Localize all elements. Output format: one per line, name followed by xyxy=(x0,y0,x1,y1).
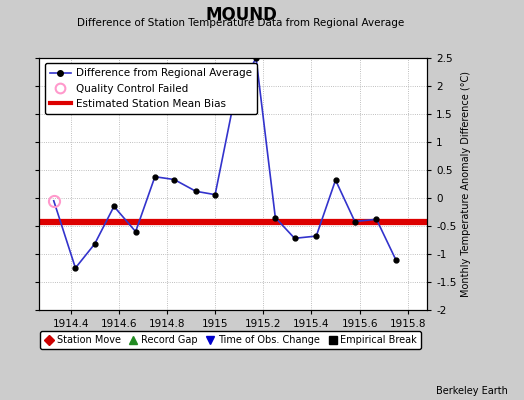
Text: Difference of Station Temperature Data from Regional Average: Difference of Station Temperature Data f… xyxy=(78,18,405,28)
Text: MOUND: MOUND xyxy=(205,6,277,24)
Legend: Station Move, Record Gap, Time of Obs. Change, Empirical Break: Station Move, Record Gap, Time of Obs. C… xyxy=(40,331,421,349)
Legend: Difference from Regional Average, Quality Control Failed, Estimated Station Mean: Difference from Regional Average, Qualit… xyxy=(45,63,257,114)
Y-axis label: Monthly Temperature Anomaly Difference (°C): Monthly Temperature Anomaly Difference (… xyxy=(461,71,471,297)
Text: Berkeley Earth: Berkeley Earth xyxy=(436,386,508,396)
